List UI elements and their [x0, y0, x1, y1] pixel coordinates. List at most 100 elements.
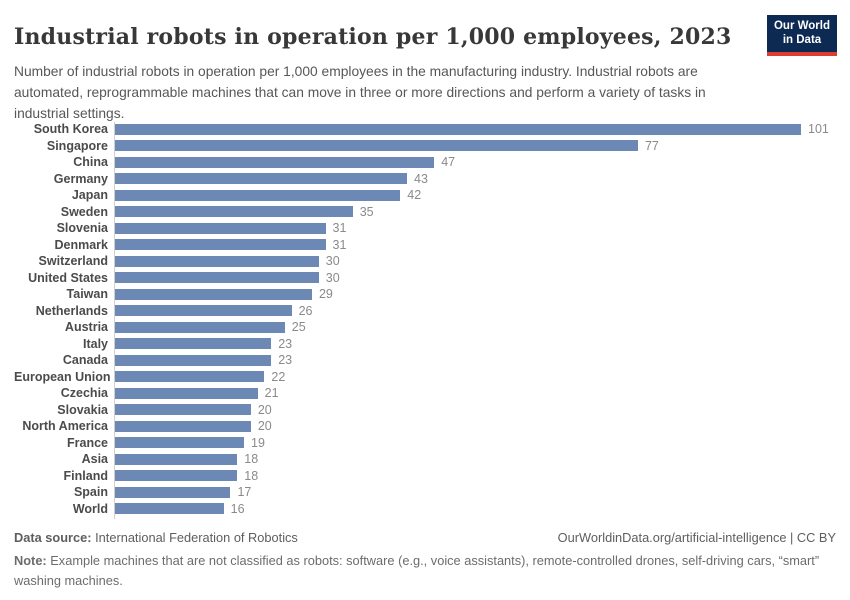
- chart-subtitle: Number of industrial robots in operation…: [14, 63, 706, 121]
- bar-area: 31: [114, 238, 836, 252]
- bar-austria[interactable]: [115, 321, 285, 333]
- bar-area: 22: [114, 370, 836, 384]
- category-label-world: World: [72, 501, 108, 516]
- chart-row-finland: Finland 18: [14, 468, 836, 485]
- category-label-germany: Germany: [53, 171, 108, 186]
- category-label-taiwan: Taiwan: [66, 287, 108, 302]
- value-label-italy: 23: [278, 336, 293, 351]
- category-label-spain: Spain: [73, 485, 108, 500]
- bar-european-union[interactable]: [115, 371, 265, 383]
- chart-row-canada: Canada 23: [14, 352, 836, 369]
- chart-row-sweden: Sweden 35: [14, 204, 836, 221]
- category-label-sweden: Sweden: [60, 204, 108, 219]
- bar-switzerland[interactable]: [115, 255, 319, 267]
- category-label-asia: Asia: [81, 452, 108, 467]
- value-label-canada: 23: [278, 353, 293, 368]
- bar-italy[interactable]: [115, 338, 272, 350]
- bar-slovenia[interactable]: [115, 222, 326, 234]
- bar-area: 16: [114, 502, 836, 516]
- category-label-singapore: Singapore: [46, 138, 108, 153]
- bar-asia[interactable]: [115, 453, 238, 465]
- bar-germany[interactable]: [115, 173, 408, 185]
- chart-row-china: China 47: [14, 154, 836, 171]
- chart-row-switzerland: Switzerland 30: [14, 253, 836, 270]
- bar-finland[interactable]: [115, 470, 238, 482]
- value-label-denmark: 31: [332, 237, 347, 252]
- bar-denmark[interactable]: [115, 239, 326, 251]
- bar-united-states[interactable]: [115, 272, 319, 284]
- category-label-finland: Finland: [63, 468, 108, 483]
- category-label-north-america: North America: [22, 419, 108, 434]
- bar-area: 20: [114, 419, 836, 433]
- bar-sweden[interactable]: [115, 206, 353, 218]
- bar-taiwan[interactable]: [115, 288, 312, 300]
- bar-slovakia[interactable]: [115, 404, 251, 416]
- bar-south-korea[interactable]: [115, 123, 801, 135]
- value-label-taiwan: 29: [318, 287, 333, 302]
- chart-row-japan: Japan 42: [14, 187, 836, 204]
- note-text: Example machines that are not classified…: [14, 553, 820, 588]
- category-label-czechia: Czechia: [60, 386, 108, 401]
- value-label-slovenia: 31: [332, 221, 347, 236]
- category-label-austria: Austria: [64, 320, 108, 335]
- bar-area: 25: [114, 320, 836, 334]
- chart-row-slovakia: Slovakia 20: [14, 402, 836, 419]
- category-label-european-union: European Union: [14, 369, 111, 384]
- category-label-slovenia: Slovenia: [56, 221, 108, 236]
- owid-url-link[interactable]: OurWorldinData.org/artificial-intelligen…: [557, 530, 836, 545]
- category-label-canada: Canada: [62, 353, 108, 368]
- bar-area: 77: [114, 139, 836, 153]
- value-label-world: 16: [230, 501, 245, 516]
- value-label-united-states: 30: [325, 270, 340, 285]
- bar-china[interactable]: [115, 156, 435, 168]
- bar-north-america[interactable]: [115, 420, 251, 432]
- bar-singapore[interactable]: [115, 140, 638, 152]
- footer-source-row: Data source: International Federation of…: [14, 530, 836, 545]
- chart-row-united-states: United States 30: [14, 270, 836, 287]
- owid-logo-line2: in Data: [782, 34, 822, 47]
- bar-area: 35: [114, 205, 836, 219]
- category-label-denmark: Denmark: [54, 237, 109, 252]
- chart-row-european-union: European Union 22: [14, 369, 836, 386]
- bar-japan[interactable]: [115, 189, 401, 201]
- category-label-slovakia: Slovakia: [57, 402, 108, 417]
- category-label-united-states: United States: [28, 270, 108, 285]
- chart-row-singapore: Singapore 77: [14, 138, 836, 155]
- bar-area: 26: [114, 304, 836, 318]
- bar-france[interactable]: [115, 437, 245, 449]
- value-label-switzerland: 30: [325, 254, 340, 269]
- footer-note: Note: Example machines that are not clas…: [14, 551, 836, 591]
- chart-row-spain: Spain 17: [14, 484, 836, 501]
- bar-area: 23: [114, 337, 836, 351]
- bar-netherlands[interactable]: [115, 305, 292, 317]
- value-label-france: 19: [251, 435, 265, 450]
- category-label-china: China: [73, 155, 108, 170]
- chart-row-czechia: Czechia 21: [14, 385, 836, 402]
- bar-area: 19: [114, 436, 836, 450]
- value-label-singapore: 77: [644, 138, 659, 153]
- bar-area: 101: [114, 122, 836, 136]
- bar-spain[interactable]: [115, 486, 231, 498]
- owid-logo[interactable]: Our World in Data: [767, 15, 837, 56]
- chart-row-taiwan: Taiwan 29: [14, 286, 836, 303]
- value-label-south-korea: 101: [808, 122, 829, 137]
- bar-canada[interactable]: [115, 354, 272, 366]
- value-label-netherlands: 26: [298, 303, 313, 318]
- value-label-north-america: 20: [257, 419, 272, 434]
- bar-czechia[interactable]: [115, 387, 258, 399]
- data-source-value: International Federation of Robotics: [95, 530, 298, 545]
- chart-row-denmark: Denmark 31: [14, 237, 836, 254]
- bar-area: 30: [114, 271, 836, 285]
- bar-world[interactable]: [115, 503, 224, 515]
- chart-row-netherlands: Netherlands 26: [14, 303, 836, 320]
- bar-area: 21: [114, 386, 836, 400]
- value-label-slovakia: 20: [257, 402, 272, 417]
- chart-row-slovenia: Slovenia 31: [14, 220, 836, 237]
- chart-row-italy: Italy 23: [14, 336, 836, 353]
- bar-area: 18: [114, 469, 836, 483]
- chart-row-world: World 16: [14, 501, 836, 518]
- category-label-japan: Japan: [71, 188, 108, 203]
- bar-area: 42: [114, 188, 836, 202]
- value-label-czechia: 21: [264, 386, 279, 401]
